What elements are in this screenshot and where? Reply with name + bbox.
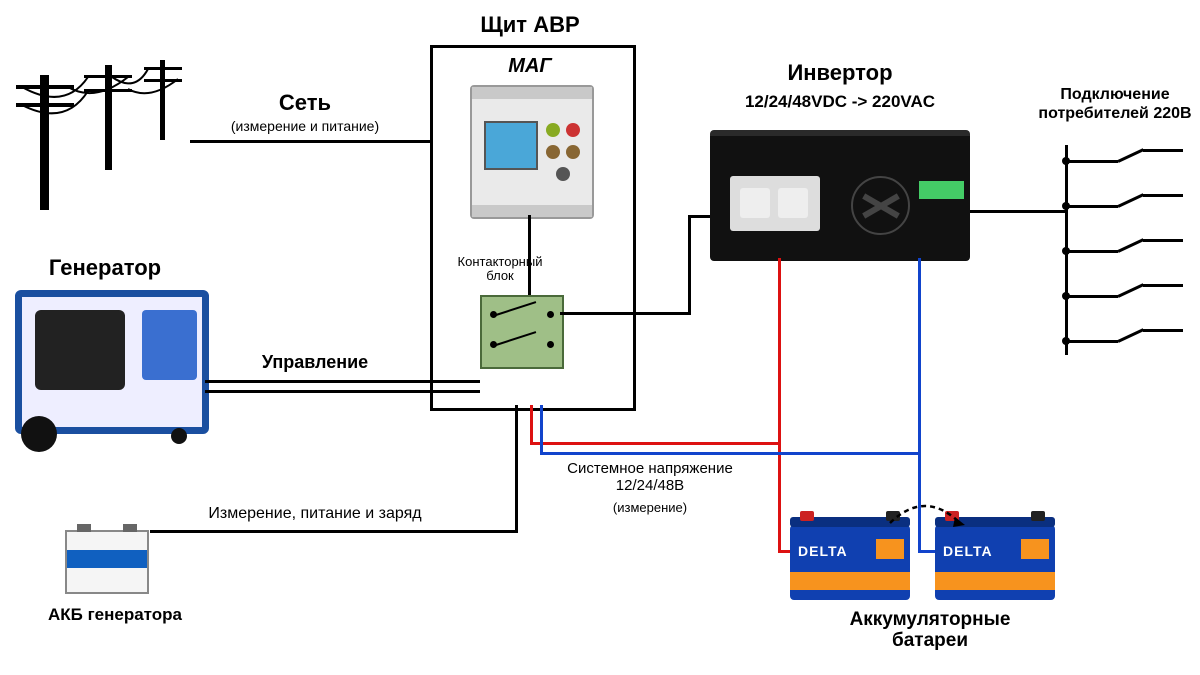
mains-sub: (измерение и питание) (200, 118, 410, 134)
battery-1: DELTA (790, 525, 910, 600)
generator-icon (15, 290, 205, 450)
sysvolt-sub: (измерение) (560, 500, 740, 515)
battery-2: DELTA (935, 525, 1055, 600)
inverter-title: Инвертор (730, 60, 950, 86)
avr-title: Щит АВР (430, 12, 630, 38)
mains-label: Сеть (215, 90, 395, 116)
inverter-device (710, 130, 970, 261)
powerline-icon (10, 45, 190, 210)
gen-battery-wire-label: Измерение, питание и заряд (175, 505, 455, 523)
fan-icon (851, 176, 910, 235)
contactor-label: Контакторный блок (440, 255, 560, 284)
gen-battery-label: АКБ генератора (30, 605, 200, 625)
battery-link-icon (885, 495, 965, 530)
loads-title: Подключение потребителей 220В (1030, 85, 1200, 123)
mag-screen-icon (484, 121, 538, 170)
gen-battery-icon (65, 530, 149, 594)
mag-label: МАГ (460, 55, 600, 78)
mag-device (470, 85, 594, 219)
generator-title: Генератор (25, 255, 185, 281)
sysvolt-label: Системное напряжение 12/24/48В (530, 460, 770, 495)
contactor-block (480, 295, 564, 369)
batteries-title: Аккумуляторные батареи (820, 610, 1040, 652)
control-label: Управление (230, 352, 400, 373)
mains-wire (190, 140, 430, 143)
inverter-sub: 12/24/48VDC -> 220VAC (710, 92, 970, 112)
